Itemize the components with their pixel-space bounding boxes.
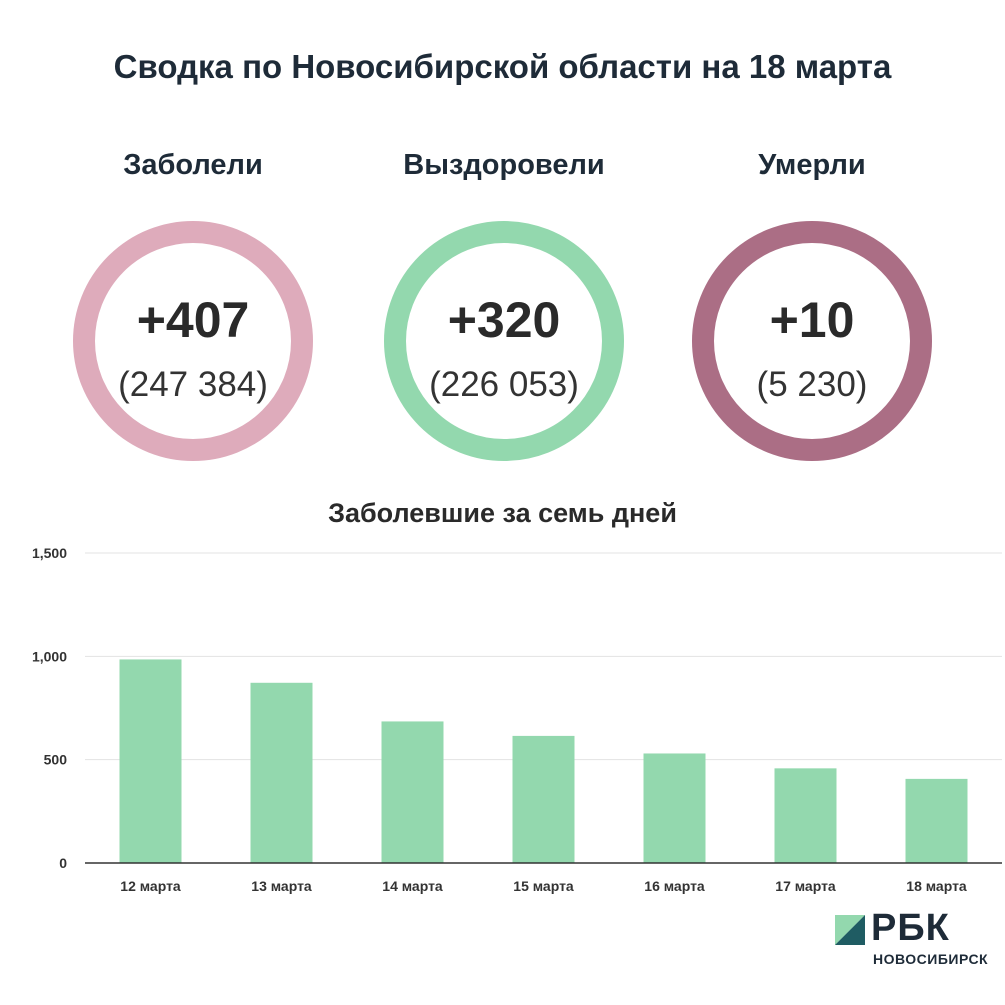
y-tick-label: 1,000 (32, 648, 67, 664)
logo-subtitle: НОВОСИБИРСК (873, 951, 989, 967)
stat-ring: +320 (226 053) (384, 221, 624, 461)
x-tick-label: 18 марта (906, 878, 967, 894)
bar (512, 735, 575, 863)
stat-total: (5 230) (756, 365, 868, 404)
x-tick-label: 12 марта (120, 878, 181, 894)
stat-total: (247 384) (118, 365, 268, 404)
stat-delta: +10 (769, 292, 855, 348)
stat-recovered: Выздоровели +320 (226 053) (374, 145, 634, 461)
stat-label: Умерли (758, 149, 866, 181)
bar (774, 768, 837, 863)
stat-label: Выздоровели (403, 149, 605, 181)
y-tick-label: 0 (59, 855, 67, 871)
stat-ring: +10 (5 230) (692, 221, 932, 461)
y-tick-label: 1,500 (32, 545, 67, 561)
bar (643, 753, 706, 863)
x-tick-label: 13 марта (251, 878, 312, 894)
x-tick-label: 16 марта (644, 878, 705, 894)
stat-deaths: Умерли +10 (5 230) (682, 145, 942, 461)
stat-ring: +407 (247 384) (73, 221, 313, 461)
page-title: Сводка по Новосибирской области на 18 ма… (113, 48, 892, 85)
stat-delta: +407 (136, 292, 250, 348)
x-tick-label: 14 марта (382, 878, 443, 894)
bar-chart: 0 500 1,000 1,500 12 марта 13 марта 14 марта 15… (32, 545, 1002, 894)
stat-total: (226 053) (429, 365, 579, 404)
rbc-logo: РБК НОВОСИБИРСК (835, 907, 995, 973)
x-tick-label: 17 марта (775, 878, 836, 894)
rbc-logo-mark-icon (835, 915, 865, 945)
bar (381, 721, 444, 863)
x-tick-label: 15 марта (513, 878, 574, 894)
bar (905, 778, 968, 863)
chart-title: Заболевшие за семь дней (328, 498, 677, 528)
stat-delta: +320 (447, 292, 561, 348)
bar (119, 659, 182, 863)
logo-name: РБК (871, 907, 950, 949)
bar (250, 682, 313, 863)
stat-infected: Заболели +407 (247 384) (63, 145, 323, 461)
stat-label: Заболели (123, 149, 263, 181)
y-tick-label: 500 (44, 752, 68, 768)
